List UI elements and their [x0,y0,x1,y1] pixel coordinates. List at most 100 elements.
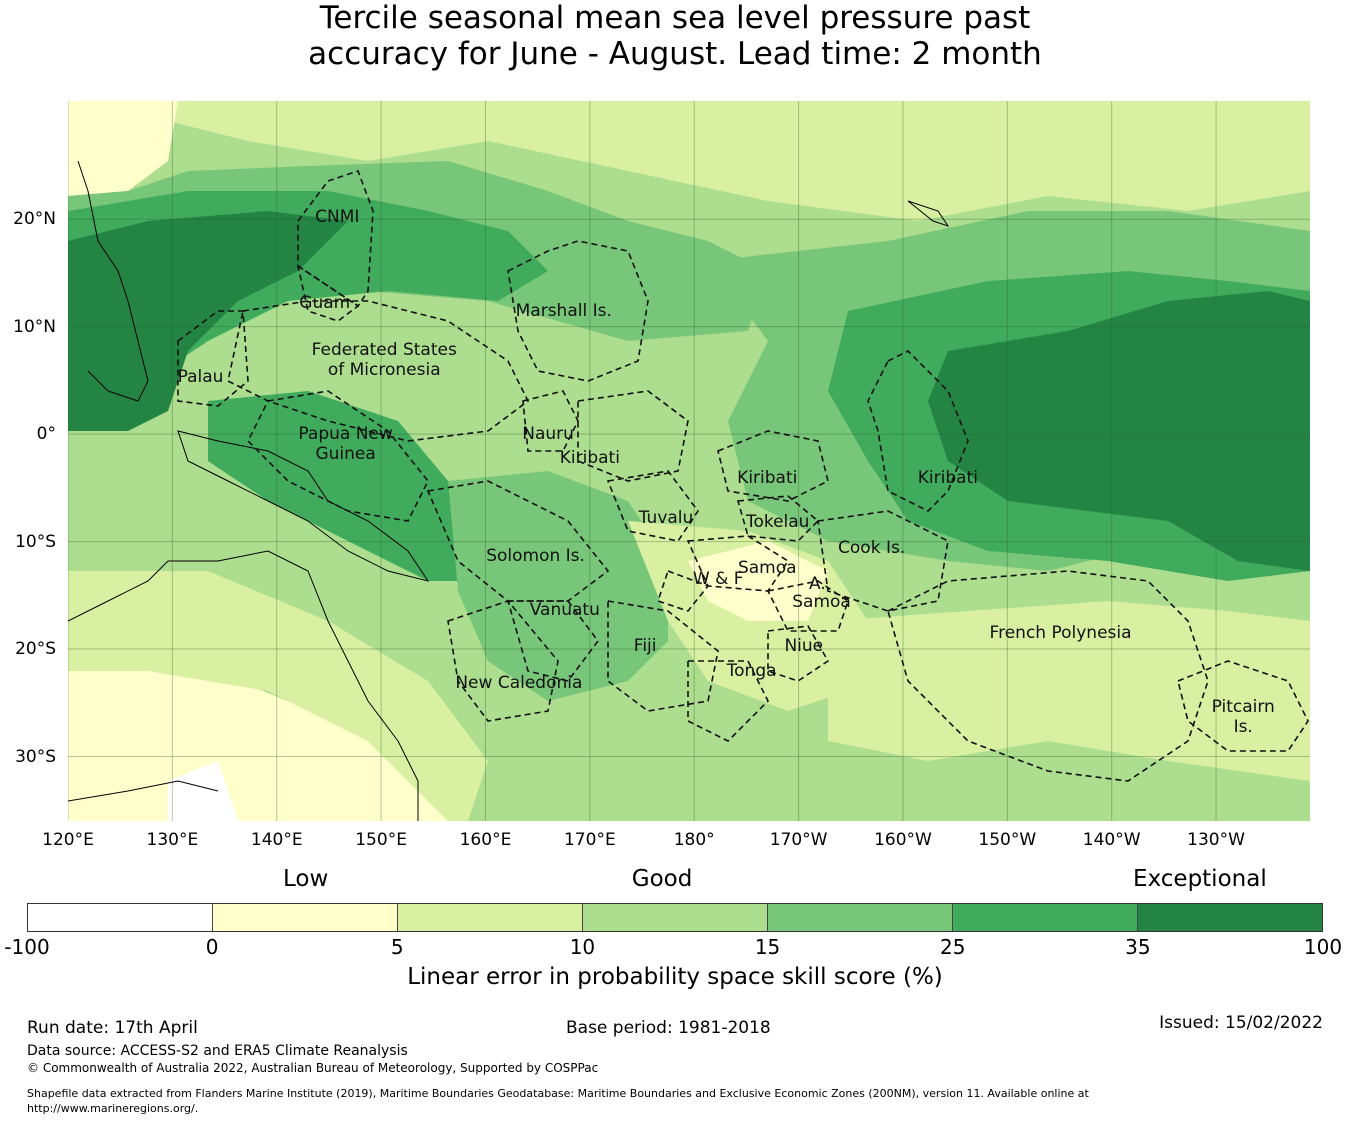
region-label[interactable]: Kiribati [917,468,978,489]
region-label[interactable]: Nauru [522,424,574,445]
colorbar-tick-label: 0 [205,935,219,959]
skill-shading [68,101,1310,821]
latitude-tick-label: 20°N [13,209,56,230]
map-canvas [68,101,1310,821]
region-label[interactable]: Palau [177,367,224,388]
title-line-1: Tercile seasonal mean sea level pressure… [319,0,1031,36]
shade-samoa-pale [688,541,828,621]
latitude-tick-label: 10°S [15,531,56,552]
map-panel[interactable] [68,101,1310,821]
region-label[interactable]: Marshall Is. [515,300,612,321]
shade-north-pale [68,101,178,196]
eez-wallis [656,569,710,612]
longitude-tick-label: 120°E [42,830,94,850]
region-label[interactable]: New Caledonia [455,673,583,694]
colorbar-segment [28,904,213,931]
longitude-tick-label: 180° [673,830,715,850]
eez-marshall [507,240,649,382]
longitude-tick-label: 140°E [250,830,303,850]
run-date: Run date: 17th April [27,1018,198,1038]
graticule [68,101,1310,821]
region-label[interactable]: Guam [299,293,351,314]
shade-png [208,391,488,581]
colorbar-tick-label: 100 [1303,935,1343,959]
longitude-tick-label: 150°W [978,830,1037,850]
data-source: Data source: ACCESS-S2 and ERA5 Climate … [27,1043,408,1059]
colorbar-tick-label: 10 [569,935,596,959]
longitude-tick-label: 170°W [769,830,828,850]
region-label[interactable]: Papua New Guinea [298,423,393,464]
eez-french-polynesia [887,570,1209,782]
region-label[interactable]: Tonga [726,660,777,681]
region-label[interactable]: CNMI [315,207,360,228]
colorbar [27,903,1323,932]
longitude-tick-label: 160°W [874,830,932,850]
shade-melanesia [448,471,668,701]
latitude-tick-label: 10°N [13,316,56,337]
eez-fiji [607,600,719,712]
colorbar-segment [1138,904,1322,931]
eez-new-caledonia [447,600,559,722]
eez-palau [177,310,249,407]
shapefile-credit-1: Shapefile data extracted from Flanders M… [27,1087,1089,1100]
colorbar-title: Linear error in probability space skill … [407,964,943,990]
eez-tonga [687,660,769,742]
coast-philippines [77,160,149,402]
shade-east-top [928,291,1310,571]
region-label[interactable]: Kiribati [737,468,798,489]
latitude-tick-label: 20°S [15,639,56,660]
region-label[interactable]: Vanuatu [529,600,600,621]
coast-hawaii [907,200,950,227]
region-label[interactable]: Pitcairn Is. [1211,696,1275,737]
region-label[interactable]: Tuvalu [638,507,694,528]
eez-pitcairn [1177,660,1309,752]
eez-png [247,390,429,522]
coast-new-guinea [177,430,430,582]
longitude-tick-label: 130°W [1187,830,1245,850]
eez-tuvalu [606,470,699,542]
region-label[interactable]: A. [808,573,826,594]
shade-sw-light [68,571,488,821]
region-label[interactable]: Niue [784,635,824,656]
shade-sw-pale [68,661,448,821]
eez-samoa [686,535,790,592]
eez-am-samoa [766,580,849,632]
region-label[interactable]: Cook Is. [838,538,906,559]
eez-cook [817,510,949,612]
colorbar-tick-label: 5 [390,935,404,959]
region-label[interactable]: Federated States of Micronesia [311,339,457,380]
region-label[interactable]: French Polynesia [989,622,1132,643]
region-label[interactable]: Fiji [633,635,657,656]
latitude-tick-label: 30°S [15,746,56,767]
colorbar-segment [398,904,583,931]
coast-australia [168,550,419,821]
region-label[interactable]: W & F [692,569,744,590]
colorbar-segment [953,904,1138,931]
eez-niue [767,625,830,682]
eez-tokelau [736,495,820,542]
legend-category-label: Exceptional [1133,866,1267,892]
coast-west-aus [68,560,169,622]
region-label[interactable]: Solomon Is. [486,545,585,566]
coast-south-aus [68,780,219,802]
title-line-2: accuracy for June - August. Lead time: 2… [308,36,1042,72]
region-label[interactable]: Kiribati [559,447,620,468]
longitude-tick-label: 140°W [1082,830,1141,850]
longitude-tick-label: 130°E [146,830,199,850]
region-label[interactable]: Samoa [792,591,851,612]
eez-kiribati-line [867,350,969,512]
eez-nauru [522,390,579,452]
colorbar-tick-label: 15 [754,935,781,959]
shade-sw-white [168,761,238,821]
eez-vanuatu [506,600,599,682]
region-label[interactable]: Samoa [737,558,797,579]
region-label[interactable]: Tokelau [745,512,810,533]
eez-solomon [426,480,610,602]
eez-kiribati-gilbert [577,390,689,482]
base-period: Base period: 1981-2018 [566,1018,771,1038]
issued-date: Issued: 15/02/2022 [1159,1013,1323,1033]
chart-title: Tercile seasonal mean sea level pressure… [0,0,1350,72]
shade-north-band [168,101,1310,221]
eez-kiribati-phoenix [717,430,829,502]
eez-fsm [227,300,530,442]
